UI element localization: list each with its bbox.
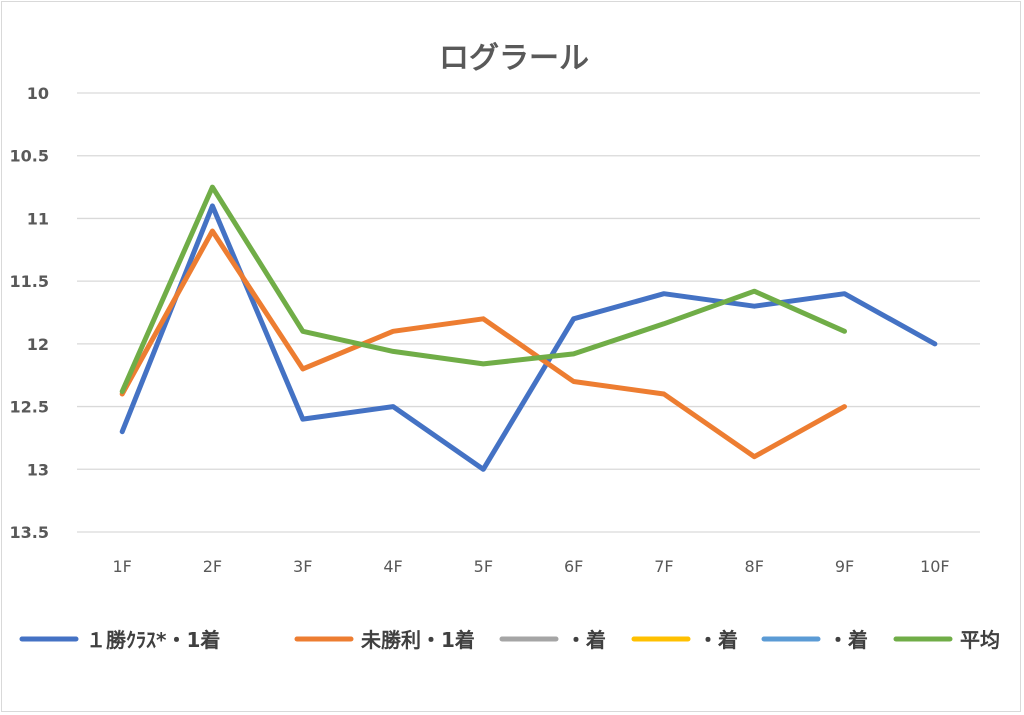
x-tick-label: 4F xyxy=(383,557,402,576)
y-axis-ticks: 10 10.5 11 11.5 12 12.5 13 13.5 xyxy=(10,84,49,542)
series-line-1 xyxy=(119,228,847,460)
y-tick-label: 13 xyxy=(27,460,49,479)
x-tick-label: 1F xyxy=(112,557,131,576)
y-tick-label: 12.5 xyxy=(10,398,49,417)
series-line-0 xyxy=(119,203,938,472)
legend-label: ・着 xyxy=(566,628,606,652)
x-tick-label: 7F xyxy=(654,557,673,576)
x-tick-label: 5F xyxy=(474,557,493,576)
y-tick-label: 11.5 xyxy=(10,272,49,291)
x-tick-label: 2F xyxy=(203,557,222,576)
x-axis-ticks: 1F 2F 3F 4F 5F 6F 7F 8F 9F 10F xyxy=(112,557,949,576)
x-tick-label: 8F xyxy=(745,557,764,576)
chart-title: ログラール xyxy=(439,41,589,76)
legend-label: １勝ｸﾗｽ*・1着 xyxy=(86,628,220,652)
legend-label: 平均 xyxy=(960,628,1000,652)
x-tick-label: 10F xyxy=(920,557,950,576)
y-tick-label: 10.5 xyxy=(10,147,49,166)
legend-label: ・着 xyxy=(698,628,738,652)
legend-label: 未勝利・1着 xyxy=(361,628,475,652)
x-tick-label: 3F xyxy=(293,557,312,576)
x-tick-label: 9F xyxy=(835,557,854,576)
series-lines xyxy=(119,184,938,472)
y-tick-label: 13.5 xyxy=(10,523,49,542)
legend: １勝ｸﾗｽ*・1着 未勝利・1着 ・着 ・着 ・着 平均 xyxy=(19,628,1000,652)
legend-label: ・着 xyxy=(828,628,868,652)
y-tick-label: 12 xyxy=(27,335,49,354)
y-tick-label: 11 xyxy=(27,209,49,228)
x-tick-label: 6F xyxy=(564,557,583,576)
series-line-5 xyxy=(119,184,847,394)
gridlines xyxy=(77,92,980,533)
y-tick-label: 10 xyxy=(27,84,49,103)
